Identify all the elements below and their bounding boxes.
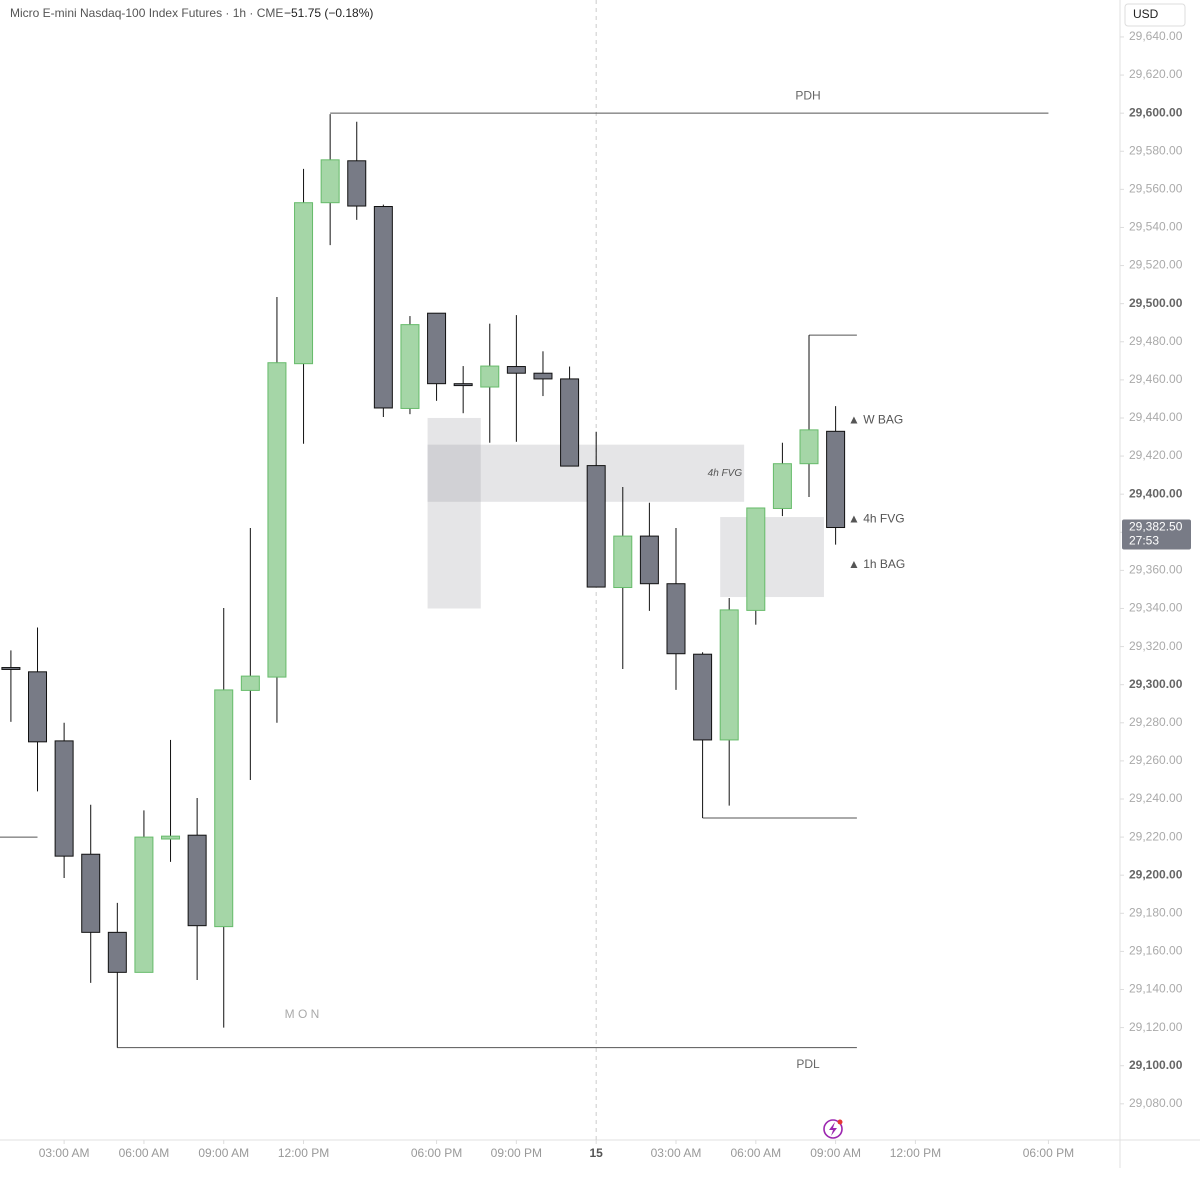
candle-body: [214, 689, 234, 928]
y-tick-label: 29,500.00: [1129, 296, 1183, 310]
marker-label: ▲ 4h FVG: [848, 512, 905, 526]
y-tick-label: 29,620.00: [1129, 67, 1183, 81]
candle-body: [693, 653, 713, 741]
x-tick-label: 12:00 PM: [890, 1146, 941, 1160]
candle-body: [586, 465, 606, 588]
x-tick-label: 06:00 PM: [1023, 1146, 1074, 1160]
x-tick-label: 09:00 AM: [198, 1146, 249, 1160]
y-tick-label: 29,140.00: [1129, 982, 1183, 996]
candle-body: [294, 202, 314, 365]
candle-body: [320, 159, 340, 204]
candle-body: [373, 206, 393, 409]
y-tick-label: 29,600.00: [1129, 105, 1183, 119]
y-tick-label: 29,460.00: [1129, 372, 1183, 386]
x-tick-label: 03:00 AM: [651, 1146, 702, 1160]
y-tick-label: 29,480.00: [1129, 334, 1183, 348]
y-tick-label: 29,520.00: [1129, 258, 1183, 272]
y-tick-label: 29,360.00: [1129, 563, 1183, 577]
countdown: 27:53: [1129, 534, 1159, 548]
y-tick-label: 29,580.00: [1129, 143, 1183, 157]
candle-body: [1, 667, 21, 670]
candle-body: [28, 671, 48, 743]
x-tick-label: 06:00 PM: [411, 1146, 462, 1160]
candle-body: [107, 931, 127, 973]
marker-label: ▲ W BAG: [848, 413, 903, 427]
session-label: M O N: [285, 1007, 320, 1021]
zone-label: 4h FVG: [708, 468, 743, 479]
chart-title: Micro E-mini Nasdaq-100 Index Futures · …: [10, 6, 283, 20]
candle-body: [533, 372, 553, 380]
candle-body: [400, 324, 420, 409]
candle-body: [134, 836, 154, 973]
last-price-label: 29,382.50: [1129, 520, 1183, 534]
candle-body: [560, 378, 580, 467]
x-tick-label: 15: [590, 1146, 604, 1160]
candle-body: [54, 740, 74, 857]
y-tick-label: 29,240.00: [1129, 791, 1183, 805]
candle-body: [613, 535, 633, 589]
y-tick-label: 29,320.00: [1129, 639, 1183, 653]
candle-body: [267, 362, 287, 678]
candle-body: [772, 463, 792, 509]
x-tick-label: 06:00 AM: [119, 1146, 170, 1160]
y-tick-label: 29,560.00: [1129, 182, 1183, 196]
x-tick-label: 12:00 PM: [278, 1146, 329, 1160]
zone: [720, 517, 824, 598]
candle-body: [746, 507, 766, 611]
y-tick-label: 29,420.00: [1129, 448, 1183, 462]
y-tick-label: 29,300.00: [1129, 677, 1183, 691]
y-tick-label: 29,640.00: [1129, 29, 1183, 43]
candle-body: [719, 609, 739, 741]
y-tick-label: 29,180.00: [1129, 905, 1183, 919]
x-tick-label: 03:00 AM: [39, 1146, 90, 1160]
candle-body: [666, 583, 686, 655]
y-tick-label: 29,280.00: [1129, 715, 1183, 729]
y-tick-label: 29,220.00: [1129, 829, 1183, 843]
currency: USD: [1133, 7, 1159, 21]
candle-body: [480, 365, 500, 388]
y-tick-label: 29,260.00: [1129, 753, 1183, 767]
x-tick-label: 09:00 PM: [491, 1146, 542, 1160]
y-tick-label: 29,340.00: [1129, 601, 1183, 615]
level-label: PDH: [795, 88, 820, 102]
y-tick-label: 29,120.00: [1129, 1020, 1183, 1034]
candle-body: [187, 834, 207, 927]
change: −51.75 (−0.18%): [284, 6, 373, 20]
candle-body: [240, 675, 260, 691]
y-tick-label: 29,200.00: [1129, 867, 1183, 881]
candle-body: [826, 430, 846, 529]
y-tick-label: 29,100.00: [1129, 1058, 1183, 1072]
candle-body: [347, 160, 367, 207]
zone: [427, 444, 745, 502]
candle-body: [453, 383, 473, 387]
y-tick-label: 29,160.00: [1129, 944, 1183, 958]
y-tick-label: 29,400.00: [1129, 486, 1183, 500]
last-price-box: [1122, 519, 1191, 550]
zone: [427, 417, 481, 609]
marker-label: ▲ 1h BAG: [848, 557, 905, 571]
candle-body: [639, 535, 659, 585]
logo: [823, 1119, 843, 1139]
y-tick-label: 29,080.00: [1129, 1096, 1183, 1110]
x-tick-label: 06:00 AM: [730, 1146, 781, 1160]
y-tick-label: 29,540.00: [1129, 220, 1183, 234]
currency-box[interactable]: [1124, 3, 1186, 27]
candle-body: [506, 366, 526, 374]
candle-body: [81, 853, 101, 933]
y-tick-label: 29,440.00: [1129, 410, 1183, 424]
candle-body: [799, 429, 819, 465]
x-tick-label: 09:00 AM: [810, 1146, 861, 1160]
level-label: PDL: [796, 1057, 820, 1071]
candle-body: [161, 835, 181, 840]
candle-body: [427, 312, 447, 385]
